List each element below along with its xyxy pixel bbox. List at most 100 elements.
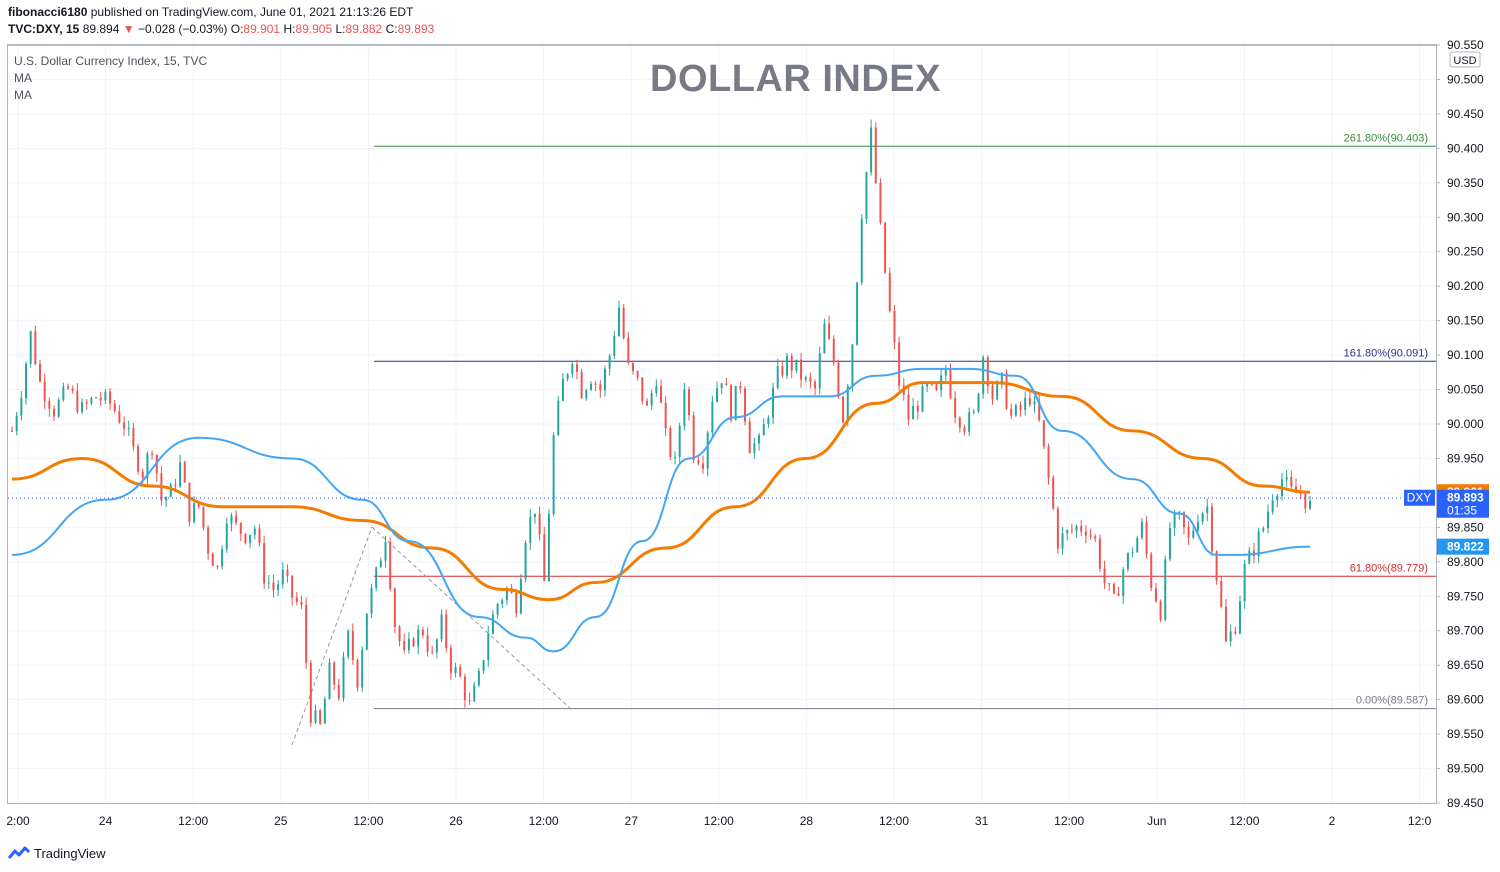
- candle-body: [151, 453, 154, 455]
- x-tick-label: 24: [99, 814, 113, 828]
- candle-body: [1000, 372, 1003, 382]
- candle-body: [982, 357, 985, 394]
- candle-body: [258, 528, 261, 544]
- currency-badge: USD: [1449, 51, 1481, 68]
- y-tick-label: 90.450: [1447, 107, 1484, 121]
- candle-body: [1220, 580, 1223, 607]
- tradingview-footer[interactable]: TradingView: [8, 845, 106, 861]
- candle-body: [230, 515, 233, 524]
- down-arrow-icon: ▼: [122, 22, 135, 36]
- last-price: 89.894: [82, 22, 120, 36]
- candle-body: [379, 560, 382, 568]
- candle-body: [753, 443, 756, 454]
- candle-body: [1182, 511, 1185, 528]
- candle-body: [482, 660, 485, 671]
- candle-body: [197, 503, 200, 507]
- candle-body: [804, 377, 807, 380]
- candle-body: [860, 218, 863, 283]
- candle-body: [281, 569, 284, 585]
- candle-body: [660, 385, 662, 403]
- candle-body: [435, 639, 438, 653]
- candle-body: [758, 435, 761, 444]
- candle-body: [440, 614, 443, 640]
- candle-body: [795, 359, 798, 371]
- candle-body: [286, 569, 289, 576]
- close-value: 89.893: [397, 22, 435, 36]
- candle-body: [678, 425, 681, 457]
- candle-body: [393, 588, 396, 628]
- publisher-name[interactable]: fibonacci6180: [8, 5, 88, 19]
- candle-body: [127, 428, 130, 430]
- candle-body: [533, 513, 536, 517]
- y-tick-label: 90.300: [1447, 210, 1484, 224]
- candle-body: [235, 515, 238, 523]
- legend-ma-1[interactable]: MA: [14, 71, 32, 85]
- candle-body: [445, 614, 448, 648]
- candle-body: [25, 363, 28, 399]
- candle-body: [1243, 563, 1246, 602]
- y-tick-label: 90.500: [1447, 72, 1484, 86]
- y-tick-label: 90.100: [1447, 348, 1484, 362]
- symbol-label[interactable]: TVC:DXY, 15: [8, 22, 80, 36]
- candle-body: [739, 386, 742, 389]
- candle-body: [169, 484, 172, 497]
- candle-body: [1033, 401, 1036, 405]
- candle-body: [1196, 521, 1199, 531]
- legend-symbol[interactable]: U.S. Dollar Currency Index, 15, TVC: [14, 54, 208, 68]
- candle-body: [884, 222, 887, 273]
- candle-body: [62, 386, 65, 400]
- legend-ma-2[interactable]: MA: [14, 88, 32, 102]
- y-tick-label: 89.650: [1447, 658, 1484, 672]
- candle-body: [870, 127, 873, 173]
- candle-body: [716, 388, 719, 402]
- time-axis: 2:00 24 12:00 25 12:00 26 12:00 27 12:00 28 12:00 3…: [6, 814, 1431, 828]
- candle-body: [636, 371, 639, 378]
- candle-body: [519, 578, 522, 614]
- candle-body: [631, 363, 634, 372]
- candle-body: [1052, 477, 1055, 509]
- candle-body: [174, 484, 177, 487]
- candle-body: [851, 344, 854, 387]
- candle-body: [1140, 521, 1143, 538]
- candle-body: [1206, 506, 1209, 514]
- candle-body: [650, 393, 653, 406]
- candle-body: [641, 377, 644, 401]
- candle-body: [412, 638, 415, 647]
- candle-body: [603, 368, 606, 391]
- candle-body: [547, 514, 550, 582]
- candle-body: [580, 371, 583, 399]
- currency-label: USD: [1453, 55, 1476, 67]
- candle-body: [828, 323, 831, 339]
- candle-body: [664, 402, 667, 429]
- candle-body: [85, 402, 88, 404]
- high-value: 89.905: [295, 22, 333, 36]
- candle-body: [767, 417, 770, 425]
- x-tick-label: 12:00: [353, 814, 383, 828]
- chart-title: DOLLAR INDEX: [650, 58, 941, 100]
- candle-body: [762, 424, 765, 436]
- candle-body: [426, 635, 429, 652]
- fib-label: 61.80%(89.779): [1350, 562, 1428, 574]
- x-tick-label: 12:00: [529, 814, 559, 828]
- candle-body: [781, 366, 784, 376]
- candle-body: [1168, 527, 1171, 560]
- candle-body: [963, 427, 966, 432]
- close-label: C:: [385, 22, 398, 36]
- x-tick-label: 12:00: [1229, 814, 1259, 828]
- candle-body: [515, 592, 518, 614]
- candle-body: [954, 397, 957, 418]
- candle-body: [1159, 601, 1162, 620]
- fib-levels: 261.80%(90.403) 161.80%(90.091) 61.80%(89.…: [374, 132, 1436, 710]
- x-tick-label: 2:00: [6, 814, 30, 828]
- candle-body: [1210, 506, 1213, 552]
- candle-body: [552, 435, 555, 515]
- candle-body: [76, 390, 79, 413]
- published-info: fibonacci6180 published on TradingView.c…: [8, 5, 413, 19]
- candle-body: [991, 386, 994, 400]
- candle-body: [67, 386, 70, 389]
- candle-body: [1262, 528, 1265, 532]
- candle-body: [53, 408, 56, 417]
- candle-body: [193, 503, 196, 523]
- ma-fast-line: [11, 367, 1311, 653]
